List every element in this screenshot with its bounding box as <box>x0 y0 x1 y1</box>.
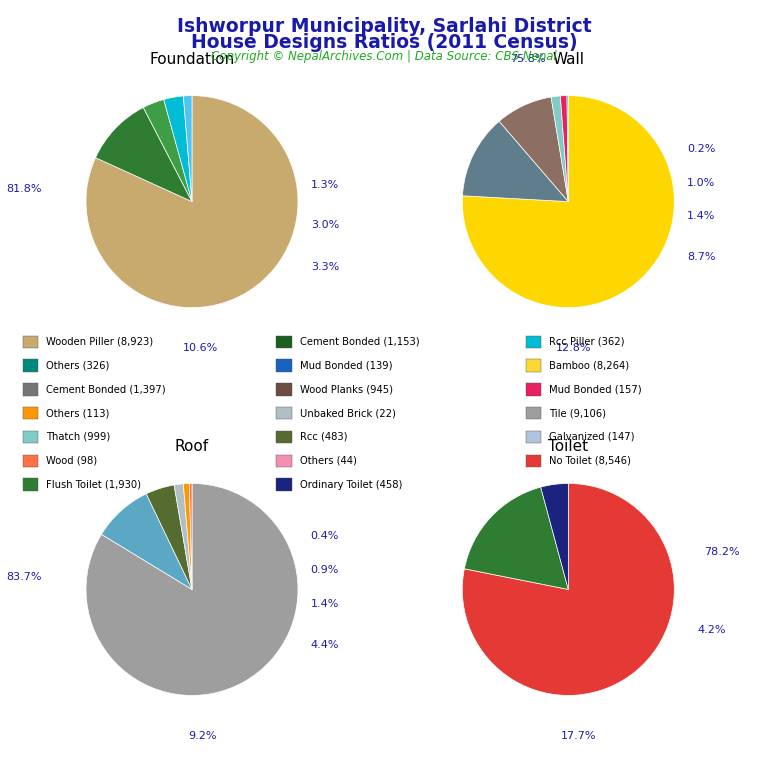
Text: Ordinary Toilet (458): Ordinary Toilet (458) <box>300 479 402 490</box>
Text: Wooden Piller (8,923): Wooden Piller (8,923) <box>46 336 153 347</box>
Bar <box>276 431 292 443</box>
Wedge shape <box>462 484 674 695</box>
Text: Others (326): Others (326) <box>46 360 110 371</box>
Text: Flush Toilet (1,930): Flush Toilet (1,930) <box>46 479 141 490</box>
Wedge shape <box>465 487 568 590</box>
Bar <box>276 359 292 372</box>
Bar <box>526 359 541 372</box>
Text: 78.2%: 78.2% <box>704 548 740 558</box>
Text: 3.3%: 3.3% <box>311 263 339 273</box>
Text: Thatch (999): Thatch (999) <box>46 432 111 442</box>
Text: 17.7%: 17.7% <box>561 730 597 740</box>
Wedge shape <box>462 121 568 202</box>
Text: 83.7%: 83.7% <box>6 571 41 581</box>
Title: Roof: Roof <box>175 439 209 455</box>
Wedge shape <box>144 100 192 202</box>
Wedge shape <box>86 484 298 695</box>
Text: No Toilet (8,546): No Toilet (8,546) <box>549 455 631 466</box>
Text: Others (113): Others (113) <box>46 408 110 419</box>
Bar <box>276 383 292 396</box>
Bar <box>23 407 38 419</box>
Wedge shape <box>190 484 192 590</box>
Wedge shape <box>499 97 568 202</box>
Wedge shape <box>95 108 192 202</box>
Text: 8.7%: 8.7% <box>687 252 716 262</box>
Text: Rcc (483): Rcc (483) <box>300 432 347 442</box>
Wedge shape <box>541 484 568 590</box>
Text: 81.8%: 81.8% <box>6 184 41 194</box>
Text: Bamboo (8,264): Bamboo (8,264) <box>549 360 629 371</box>
Text: 1.4%: 1.4% <box>687 211 716 221</box>
Wedge shape <box>164 96 192 202</box>
Bar <box>23 383 38 396</box>
Text: 3.0%: 3.0% <box>311 220 339 230</box>
Wedge shape <box>462 96 674 307</box>
Wedge shape <box>146 485 192 590</box>
Title: Wall: Wall <box>552 51 584 67</box>
Text: 4.2%: 4.2% <box>697 624 726 634</box>
Text: House Designs Ratios (2011 Census): House Designs Ratios (2011 Census) <box>190 33 578 52</box>
Text: Ishworpur Municipality, Sarlahi District: Ishworpur Municipality, Sarlahi District <box>177 17 591 36</box>
Title: Foundation: Foundation <box>149 51 235 67</box>
Text: Rcc Piller (362): Rcc Piller (362) <box>549 336 624 347</box>
Text: Galvanized (147): Galvanized (147) <box>549 432 634 442</box>
Wedge shape <box>551 96 568 202</box>
Text: 0.4%: 0.4% <box>311 531 339 541</box>
Text: Mud Bonded (139): Mud Bonded (139) <box>300 360 392 371</box>
Bar <box>526 455 541 467</box>
Text: 1.0%: 1.0% <box>687 177 715 187</box>
Text: 10.6%: 10.6% <box>183 343 218 353</box>
Bar <box>276 478 292 491</box>
Bar <box>526 383 541 396</box>
Text: Wood Planks (945): Wood Planks (945) <box>300 384 392 395</box>
Bar <box>276 455 292 467</box>
Wedge shape <box>567 96 568 202</box>
Text: Wood (98): Wood (98) <box>46 455 98 466</box>
Text: Copyright © NepalArchives.Com | Data Source: CBS Nepal: Copyright © NepalArchives.Com | Data Sou… <box>211 50 557 63</box>
Text: 4.4%: 4.4% <box>311 640 339 650</box>
Text: 0.2%: 0.2% <box>687 144 716 154</box>
Wedge shape <box>184 96 192 202</box>
Text: 75.8%: 75.8% <box>510 54 545 64</box>
Bar <box>23 478 38 491</box>
Wedge shape <box>86 96 298 307</box>
Text: 9.2%: 9.2% <box>188 730 217 740</box>
Text: 1.3%: 1.3% <box>311 180 339 190</box>
Bar <box>526 407 541 419</box>
Bar <box>526 336 541 348</box>
Bar <box>23 455 38 467</box>
Text: 12.8%: 12.8% <box>556 343 591 353</box>
Bar <box>23 336 38 348</box>
Text: Mud Bonded (157): Mud Bonded (157) <box>549 384 642 395</box>
Bar <box>23 431 38 443</box>
Bar <box>276 336 292 348</box>
Title: Toilet: Toilet <box>548 439 588 455</box>
Text: Tile (9,106): Tile (9,106) <box>549 408 606 419</box>
Bar <box>276 407 292 419</box>
Text: Unbaked Brick (22): Unbaked Brick (22) <box>300 408 396 419</box>
Bar <box>23 359 38 372</box>
Text: Others (44): Others (44) <box>300 455 356 466</box>
Text: 1.4%: 1.4% <box>311 599 339 609</box>
Text: Cement Bonded (1,397): Cement Bonded (1,397) <box>46 384 166 395</box>
Wedge shape <box>174 484 192 590</box>
Text: Cement Bonded (1,153): Cement Bonded (1,153) <box>300 336 419 347</box>
Wedge shape <box>561 96 568 202</box>
Wedge shape <box>101 494 192 590</box>
Bar <box>526 431 541 443</box>
Text: 0.9%: 0.9% <box>311 565 339 575</box>
Wedge shape <box>184 484 192 590</box>
